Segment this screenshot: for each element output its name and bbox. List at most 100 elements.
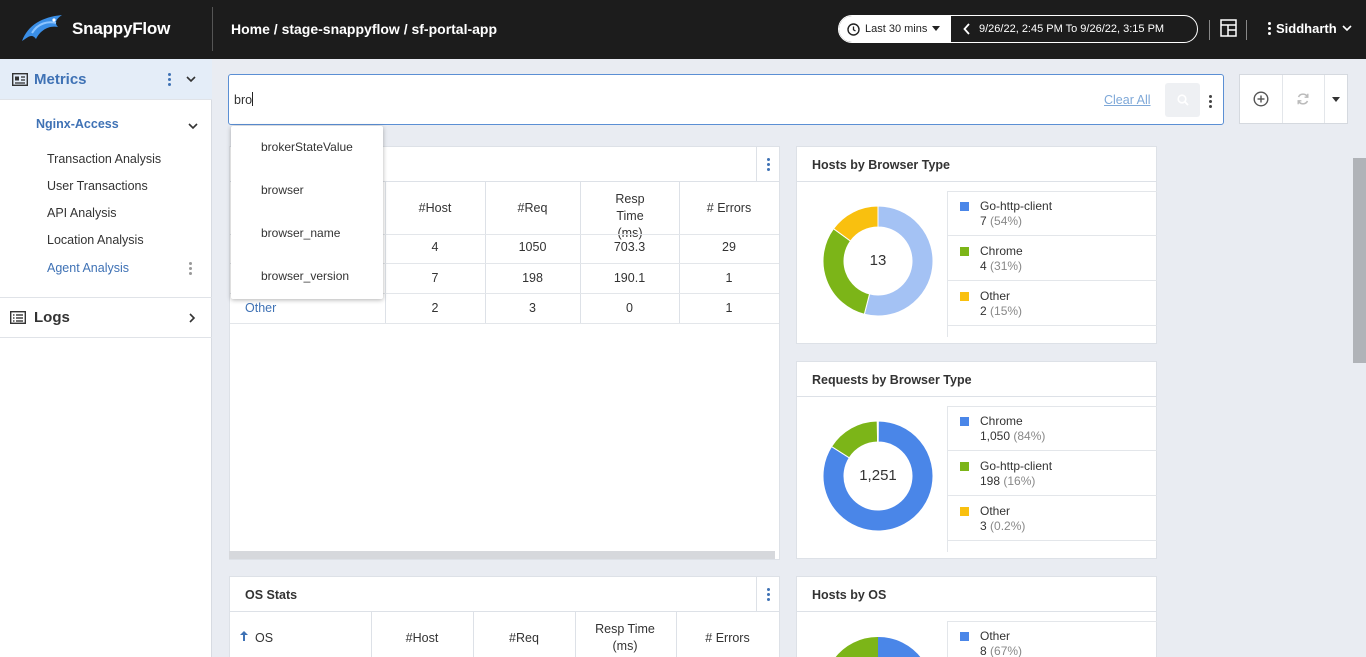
time-range-label: 9/26/22, 2:45 PM To 9/26/22, 3:15 PM [979,23,1165,35]
logs-icon [10,310,26,324]
add-button[interactable] [1240,75,1283,123]
column-divider [473,612,474,657]
legend-swatch [960,247,969,256]
os-stats-panel: OS Stats OS #Host #Req Resp Time (ms) # … [229,576,780,657]
sidebar-item-user-transactions[interactable]: User Transactions [47,179,148,193]
refresh-button[interactable] [1283,75,1326,123]
column-divider [679,182,680,324]
donut-slice [878,636,921,657]
column-header-errors[interactable]: # Errors [706,201,752,215]
sidebar: Metrics Nginx-Access Transaction Analysi… [0,59,212,657]
legend-value: 3 (0.2%) [980,519,1025,533]
search-button[interactable] [1165,83,1200,117]
search-icon [1176,94,1189,106]
legend-name: Other [980,629,1011,643]
refresh-options-dropdown[interactable] [1325,75,1347,123]
refresh-icon [1297,93,1309,105]
hosts-browser-donut-chart[interactable] [822,205,934,317]
donut-slice [835,636,878,657]
sidebar-item-api-analysis[interactable]: API Analysis [47,206,117,220]
legend-swatch [960,292,969,301]
donut-slice[interactable] [876,420,879,443]
legend-divider [948,621,1157,622]
sidebar-item-transaction-analysis[interactable]: Transaction Analysis [47,152,162,166]
metrics-label: Metrics [34,70,87,88]
chart-legend: Other 8 (67%) [947,621,1157,657]
suggestion-item[interactable]: brokerStateValue [261,140,353,154]
sidebar-logs-header[interactable]: Logs [0,299,212,335]
sidebar-metrics-header[interactable]: Metrics [0,59,212,99]
suggestion-item[interactable]: browser_name [261,226,341,240]
time-preset-dropdown[interactable]: Last 30 mins [839,16,951,42]
legend-count: 7 [980,214,987,228]
clear-all-link[interactable]: Clear All [1104,93,1151,107]
legend-percent: (0.2%) [990,519,1026,533]
sidebar-item-agent-analysis[interactable]: Agent Analysis [47,261,129,275]
column-header-resp-time[interactable]: Resp Time (ms) [595,622,655,653]
cell-host: 7 [431,271,439,285]
horizontal-scrollbar[interactable] [229,551,775,559]
chevron-left-icon[interactable] [963,23,971,35]
search-bar[interactable]: bro Clear All [228,74,1224,125]
cell-resp-time: 703.3 [613,240,646,254]
search-options-kebab-icon[interactable] [1209,95,1212,108]
chevron-right-icon[interactable] [189,313,196,323]
suggestion-item[interactable]: browser [261,183,304,197]
text-caret [252,92,254,106]
legend-swatch [960,632,969,641]
breadcrumb[interactable]: Home / stage-snappyflow / sf-portal-app [231,21,498,37]
column-header-req[interactable]: #Req [517,201,548,215]
header-separator [1209,20,1210,40]
user-menu[interactable]: Siddharth [1268,21,1352,36]
legend-count: 4 [980,259,987,273]
donut-slice[interactable] [822,420,934,532]
donut-slice[interactable] [863,205,934,317]
column-header-resp-time[interactable]: Resp Time (ms) [615,192,645,240]
time-range[interactable]: 9/26/22, 2:45 PM To 9/26/22, 3:15 PM [951,16,1197,42]
donut-slice[interactable] [832,205,879,242]
suggestion-item[interactable]: browser_version [261,269,350,283]
column-header-errors[interactable]: # Errors [705,631,750,645]
panel-title: Hosts by OS [812,588,887,602]
cell-resp-time: 190.1 [613,271,646,285]
vertical-scrollbar[interactable] [1353,158,1366,363]
column-divider [580,182,581,324]
cell-browser-name-link[interactable]: Other [245,301,277,315]
legend-divider [948,280,1157,281]
agent-analysis-kebab-icon[interactable] [189,262,192,275]
legend-count: 3 [980,519,987,533]
search-input[interactable]: bro [234,92,254,107]
column-header-host[interactable]: #Host [405,631,439,645]
metrics-kebab-icon[interactable] [168,73,171,86]
chevron-down-icon[interactable] [186,76,196,83]
row-divider [230,263,779,264]
header-divider [212,7,213,51]
panel-kebab-icon[interactable] [767,588,770,601]
legend-count: 198 [980,474,1001,488]
sidebar-group-nginx-access[interactable]: Nginx-Access [36,117,119,131]
hosts-os-donut-chart[interactable] [822,635,934,657]
user-kebab-icon [1268,22,1271,35]
legend-count: 8 [980,644,987,657]
sidebar-item-location-analysis[interactable]: Location Analysis [47,233,144,247]
panel-header-line [230,181,779,182]
requests-browser-donut-chart[interactable] [822,420,934,532]
legend-divider [948,450,1157,451]
chevron-down-icon[interactable] [188,123,198,130]
column-header-os[interactable]: OS [255,631,274,645]
legend-swatch [960,462,969,471]
sidebar-divider [0,99,212,100]
sort-ascending-icon[interactable] [240,631,248,641]
panel-kebab-icon[interactable] [767,158,770,171]
column-header-host[interactable]: #Host [418,201,452,215]
legend-name: Chrome [980,414,1023,428]
column-divider [575,612,576,657]
donut-slice[interactable] [822,227,871,315]
legend-percent: (16%) [1003,474,1036,488]
dashboard-layout-icon[interactable] [1220,19,1237,37]
legend-name: Go-http-client [980,199,1053,213]
logs-label: Logs [34,308,70,326]
app-logo[interactable]: SnappyFlow [18,10,170,48]
column-header-req[interactable]: #Req [509,631,539,645]
cell-errors: 29 [722,240,736,254]
